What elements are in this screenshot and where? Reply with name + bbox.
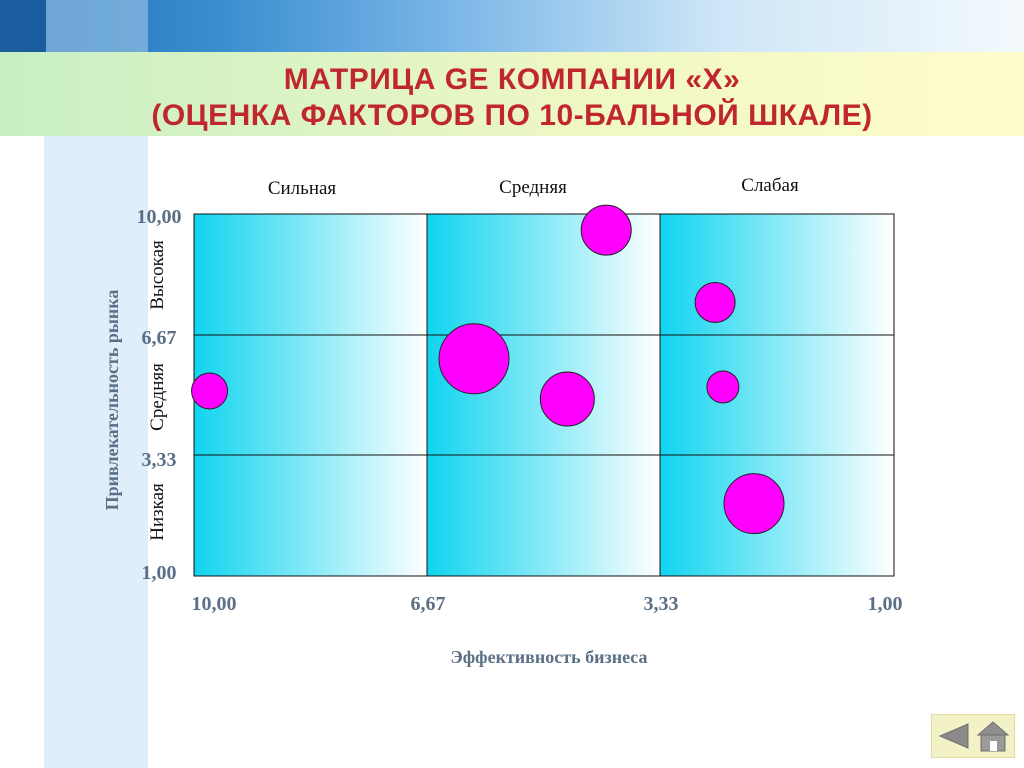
bubble-3 [539,371,595,427]
x-tick-1: 10,00 [192,593,237,615]
row-label-1: Высокая [147,240,168,310]
y-tick-2: 6,67 [142,327,177,349]
row-label-2: Средняя [147,363,168,431]
y-tick-1: 10,00 [137,206,182,228]
y-tick-4: 1,00 [142,562,177,584]
column-label-2: Средняя [499,177,567,198]
bubble-5 [694,281,736,323]
x-axis-label: Эффективность бизнеса [450,647,647,667]
home-icon[interactable] [976,721,1010,752]
column-label-1: Сильная [268,178,337,199]
nav-buttons [938,721,1010,752]
x-tick-3: 3,33 [644,593,679,615]
title-band [0,52,1024,136]
column-label-3: Слабая [741,175,799,196]
x-tick-2: 6,67 [411,593,446,615]
nav-panel [931,714,1015,758]
left-decor-strip [44,135,148,768]
bubble-6 [706,370,740,404]
bubble-1 [191,372,229,410]
y-axis-label: Привлекательность рынка [102,290,122,511]
matrix-column-1 [194,214,427,576]
bubble-4 [580,204,632,256]
header-band-dark [0,0,46,52]
row-label-3: Низкая [147,483,168,541]
x-tick-4: 1,00 [868,593,903,615]
slide-title-line1: МАТРИЦА GE КОМПАНИИ «X» [283,63,741,96]
header-band [0,0,1024,52]
bubble-7 [723,473,785,535]
header-band-light [46,0,148,52]
y-tick-3: 3,33 [142,449,177,471]
bubble-2 [438,323,510,395]
back-arrow-icon[interactable] [938,723,969,749]
slide-title-line2: (ОЦЕНКА ФАКТОРОВ ПО 10-БАЛЬНОЙ ШКАЛЕ) [151,99,873,132]
